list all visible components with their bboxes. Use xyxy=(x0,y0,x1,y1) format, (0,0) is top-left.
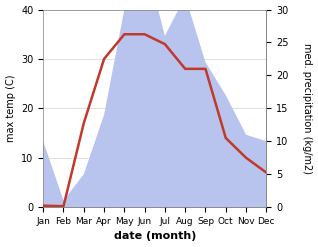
X-axis label: date (month): date (month) xyxy=(114,231,196,242)
Y-axis label: med. precipitation (kg/m2): med. precipitation (kg/m2) xyxy=(302,43,313,174)
Y-axis label: max temp (C): max temp (C) xyxy=(5,75,16,142)
